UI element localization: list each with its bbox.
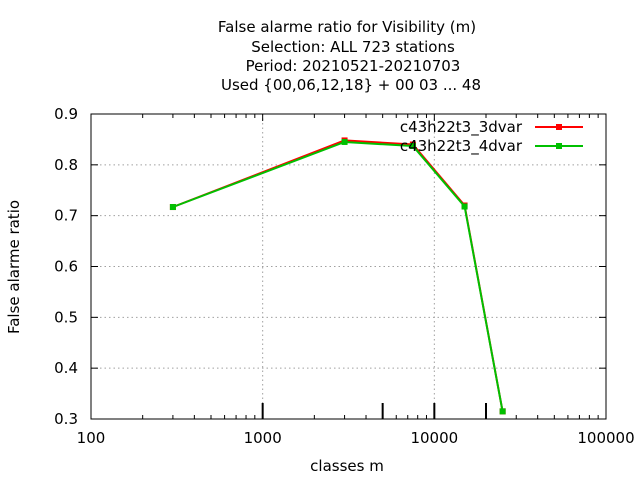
grid: [91, 114, 606, 419]
title-line-2: Selection: ALL 723 stations: [251, 38, 455, 56]
y-tick-label: 0.5: [54, 308, 78, 326]
data-point: [499, 408, 506, 415]
series-line: [172, 139, 504, 412]
x-tick-label: 1000: [244, 429, 282, 447]
x-tick-label: 10000: [410, 429, 458, 447]
legend-swatch-marker: [556, 124, 562, 130]
y-tick-label: 0.7: [54, 207, 78, 225]
series-line: [172, 140, 504, 412]
chart-title: False alarme ratio for Visibility (m) Se…: [218, 18, 481, 94]
title-line-3: Period: 20210521-20210703: [246, 57, 461, 75]
y-tick-label: 0.6: [54, 258, 78, 276]
y-tick-label: 0.8: [54, 156, 78, 174]
legend-label: c43h22t3_4dvar: [400, 137, 523, 156]
y-axis-label: False alarme ratio: [5, 200, 23, 334]
legend-label: c43h22t3_3dvar: [400, 118, 523, 137]
data-point: [341, 138, 348, 145]
x-tick-label: 100000: [577, 429, 634, 447]
data-point: [461, 203, 468, 210]
x-tick-label: 100: [77, 429, 106, 447]
series-group: [169, 137, 506, 415]
title-line-1: False alarme ratio for Visibility (m): [218, 18, 476, 36]
legend-swatch-marker: [556, 143, 562, 149]
x-axis-label: classes m: [310, 457, 384, 475]
class-markers: [261, 403, 488, 419]
data-point: [409, 143, 416, 150]
plot-frame: [90, 113, 607, 420]
series-c43h22t3_4dvar: [169, 138, 506, 415]
y-tick-label: 0.9: [54, 105, 78, 123]
data-point: [169, 204, 176, 211]
series-c43h22t3_3dvar: [169, 137, 506, 415]
y-tick-label: 0.4: [54, 359, 78, 377]
axis-tick-labels: 0.3 0.4 0.5 0.6 0.7 0.8 0.9 100 1000 10000 100000: [54, 105, 634, 447]
title-line-4: Used {00,06,12,18} + 00 03 ... 48: [221, 76, 481, 94]
y-tick-label: 0.3: [54, 410, 78, 428]
